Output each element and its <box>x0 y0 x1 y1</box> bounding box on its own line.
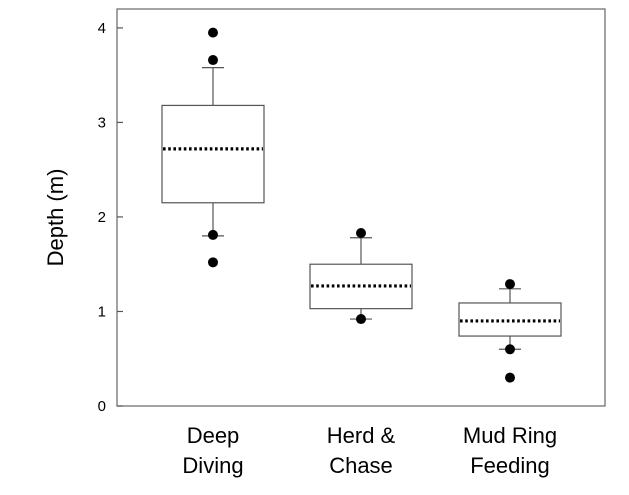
outlier-point <box>208 27 218 38</box>
outlier-point <box>505 372 515 383</box>
box-body <box>161 104 265 204</box>
y-tick-label: 0 <box>98 398 106 415</box>
outlier-point <box>208 229 218 240</box>
outlier-point <box>356 314 366 325</box>
x-category-label: Deep <box>187 423 240 448</box>
x-category-label: Mud Ring <box>463 423 557 448</box>
x-category-label: Diving <box>182 453 243 478</box>
outlier-point <box>505 344 515 355</box>
y-tick-label: 2 <box>98 209 106 226</box>
outlier-point <box>208 55 218 66</box>
y-axis-label: Depth (m) <box>43 169 68 267</box>
plot-frame <box>116 8 606 407</box>
x-category-label: Feeding <box>470 453 550 478</box>
y-tick-label: 4 <box>98 20 106 37</box>
outlier-point <box>208 257 218 268</box>
outlier-point <box>505 279 515 290</box>
x-category-label: Herd & <box>327 423 396 448</box>
x-category-label: Chase <box>329 453 393 478</box>
outlier-point <box>356 228 366 239</box>
y-tick-label: 1 <box>98 303 106 320</box>
y-tick-label: 3 <box>98 114 106 131</box>
